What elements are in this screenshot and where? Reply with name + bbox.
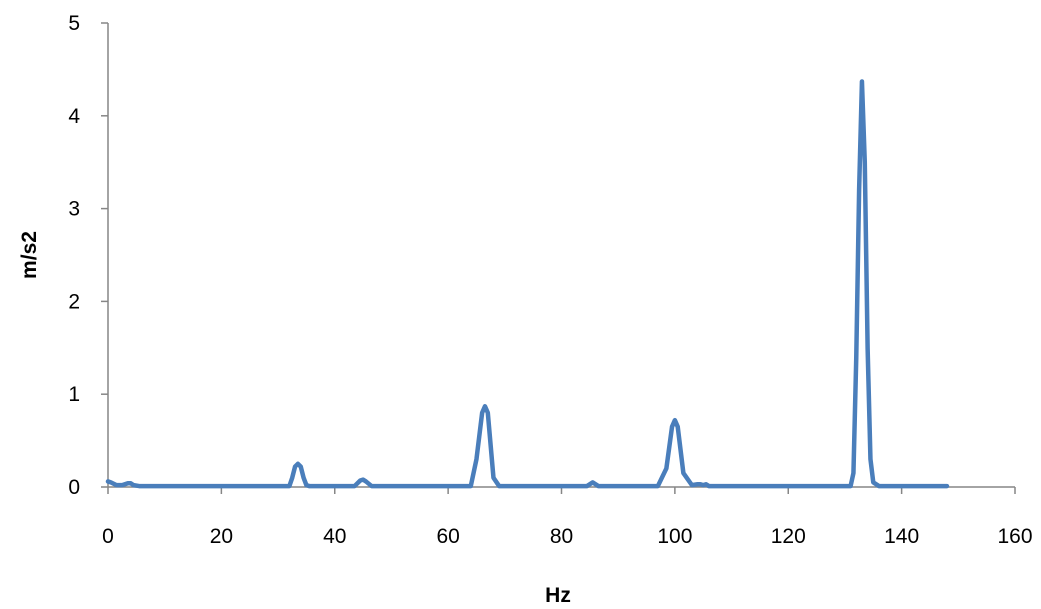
y-tick-label: 1 xyxy=(68,383,80,406)
y-tick-label: 0 xyxy=(68,476,80,499)
x-tick-label: 160 xyxy=(997,525,1032,548)
ticks: 0 1 2 3 4 5 0 20 40 60 80 100 120 140 160 xyxy=(68,12,1032,548)
x-tick-label: 80 xyxy=(550,525,573,548)
y-tick-label: 5 xyxy=(68,12,80,35)
x-tick-label: 140 xyxy=(884,525,919,548)
axes xyxy=(107,23,1015,488)
x-tick-label: 100 xyxy=(657,525,692,548)
y-tick-label: 3 xyxy=(68,198,80,221)
series xyxy=(105,79,950,489)
x-axis-title: Hz xyxy=(545,584,571,607)
x-tick-label: 20 xyxy=(210,525,233,548)
x-tick-label: 0 xyxy=(102,525,114,548)
x-tick-label: 120 xyxy=(771,525,806,548)
x-tick-label: 60 xyxy=(436,525,459,548)
y-tick-label: 2 xyxy=(68,290,80,313)
x-tick-label: 40 xyxy=(323,525,346,548)
series-line xyxy=(105,79,950,489)
y-axis-title: m/s2 xyxy=(18,231,41,279)
y-tick-label: 4 xyxy=(68,105,80,128)
